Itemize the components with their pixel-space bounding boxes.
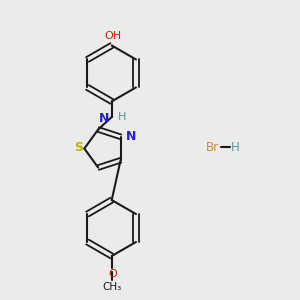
Text: O: O (109, 269, 117, 279)
Text: H: H (231, 141, 240, 154)
Text: Br: Br (206, 141, 219, 154)
Text: H: H (118, 112, 126, 122)
Text: CH₃: CH₃ (102, 282, 121, 292)
Text: OH: OH (105, 31, 122, 41)
Text: S: S (74, 141, 83, 154)
Text: N: N (126, 130, 136, 143)
Text: N: N (99, 112, 110, 125)
